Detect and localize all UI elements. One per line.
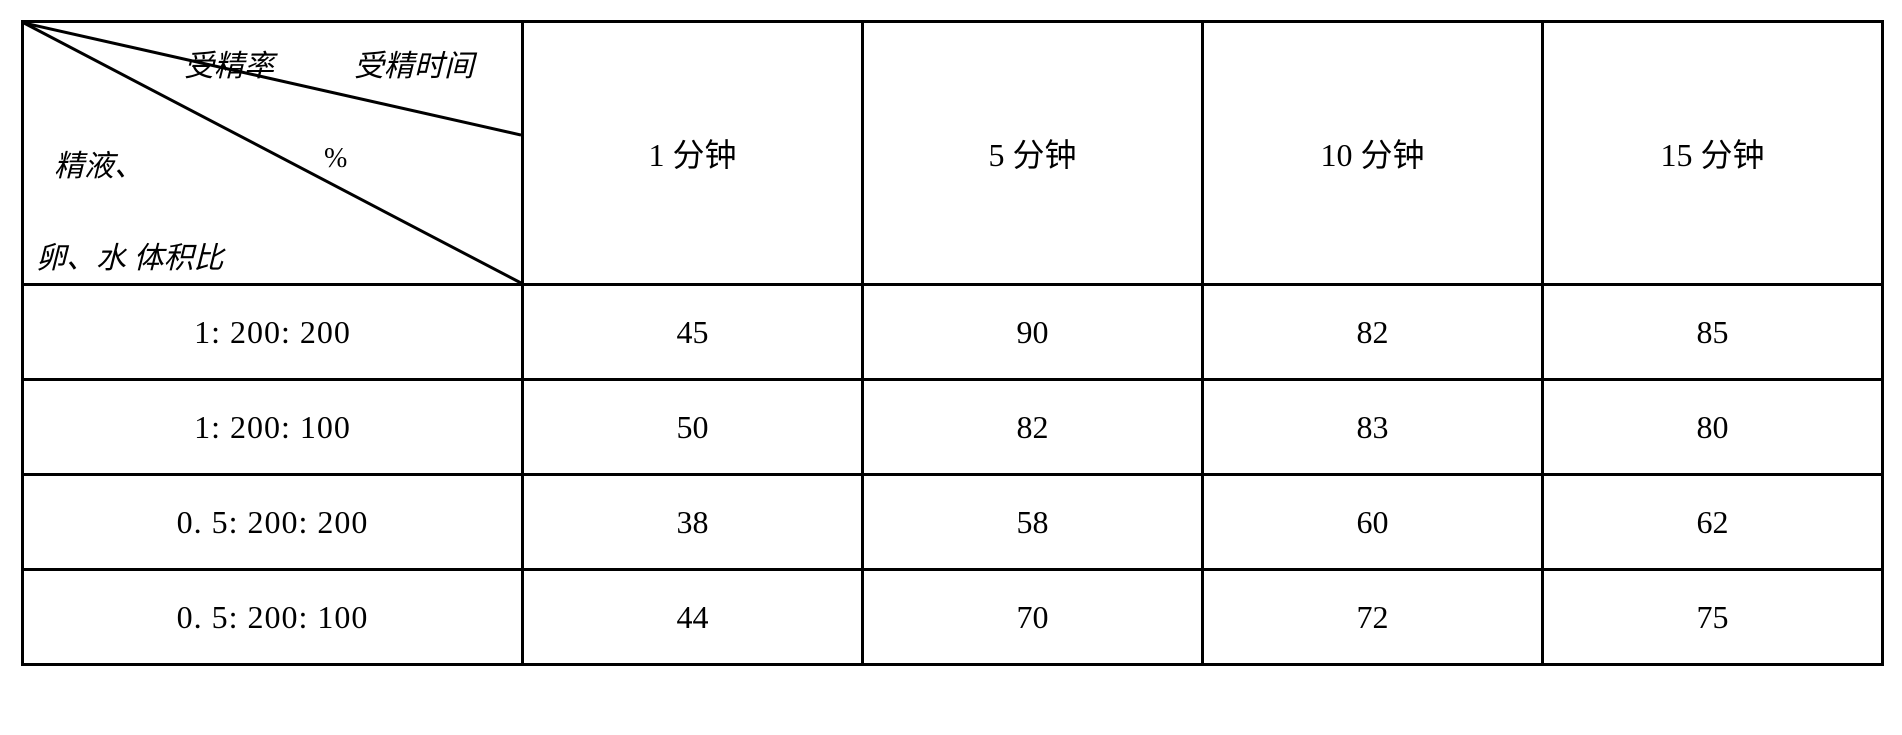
col-header-10min: 10 分钟 [1203, 22, 1543, 285]
cell: 82 [1203, 285, 1543, 380]
cell: 90 [863, 285, 1203, 380]
col-header-5min: 5 分钟 [863, 22, 1203, 285]
diagonal-header-cell: 受精率 受精时间 精液、 % 卵、水 体积比 [23, 22, 523, 285]
cell: 50 [523, 380, 863, 475]
table-header-row: 受精率 受精时间 精液、 % 卵、水 体积比 1 分钟 5 分钟 10 分钟 1… [23, 22, 1883, 285]
table-row: 1: 200: 200 45 90 82 85 [23, 285, 1883, 380]
col-header-1min: 1 分钟 [523, 22, 863, 285]
row-header: 0. 5: 200: 200 [23, 475, 523, 570]
row-header: 1: 200: 100 [23, 380, 523, 475]
diag-label-bottom: 卵、水 体积比 [36, 233, 224, 277]
col-header-15min: 15 分钟 [1543, 22, 1883, 285]
cell: 83 [1203, 380, 1543, 475]
cell: 80 [1543, 380, 1883, 475]
data-table: 受精率 受精时间 精液、 % 卵、水 体积比 1 分钟 5 分钟 10 分钟 1… [21, 20, 1884, 666]
row-header: 1: 200: 200 [23, 285, 523, 380]
cell: 70 [863, 570, 1203, 665]
cell: 45 [523, 285, 863, 380]
cell: 82 [863, 380, 1203, 475]
cell: 58 [863, 475, 1203, 570]
diag-label-pct: % [324, 143, 347, 175]
table-row: 0. 5: 200: 100 44 70 72 75 [23, 570, 1883, 665]
cell: 72 [1203, 570, 1543, 665]
diag-label-top: 受精率 [184, 41, 274, 85]
cell: 38 [523, 475, 863, 570]
diag-label-left1: 精液、 [54, 141, 144, 185]
cell: 75 [1543, 570, 1883, 665]
table-row: 0. 5: 200: 200 38 58 60 62 [23, 475, 1883, 570]
diag-label-right: 受精时间 [354, 41, 474, 85]
cell: 60 [1203, 475, 1543, 570]
cell: 62 [1543, 475, 1883, 570]
table-row: 1: 200: 100 50 82 83 80 [23, 380, 1883, 475]
fertilization-rate-table: 受精率 受精时间 精液、 % 卵、水 体积比 1 分钟 5 分钟 10 分钟 1… [21, 20, 1881, 666]
cell: 85 [1543, 285, 1883, 380]
row-header: 0. 5: 200: 100 [23, 570, 523, 665]
cell: 44 [523, 570, 863, 665]
